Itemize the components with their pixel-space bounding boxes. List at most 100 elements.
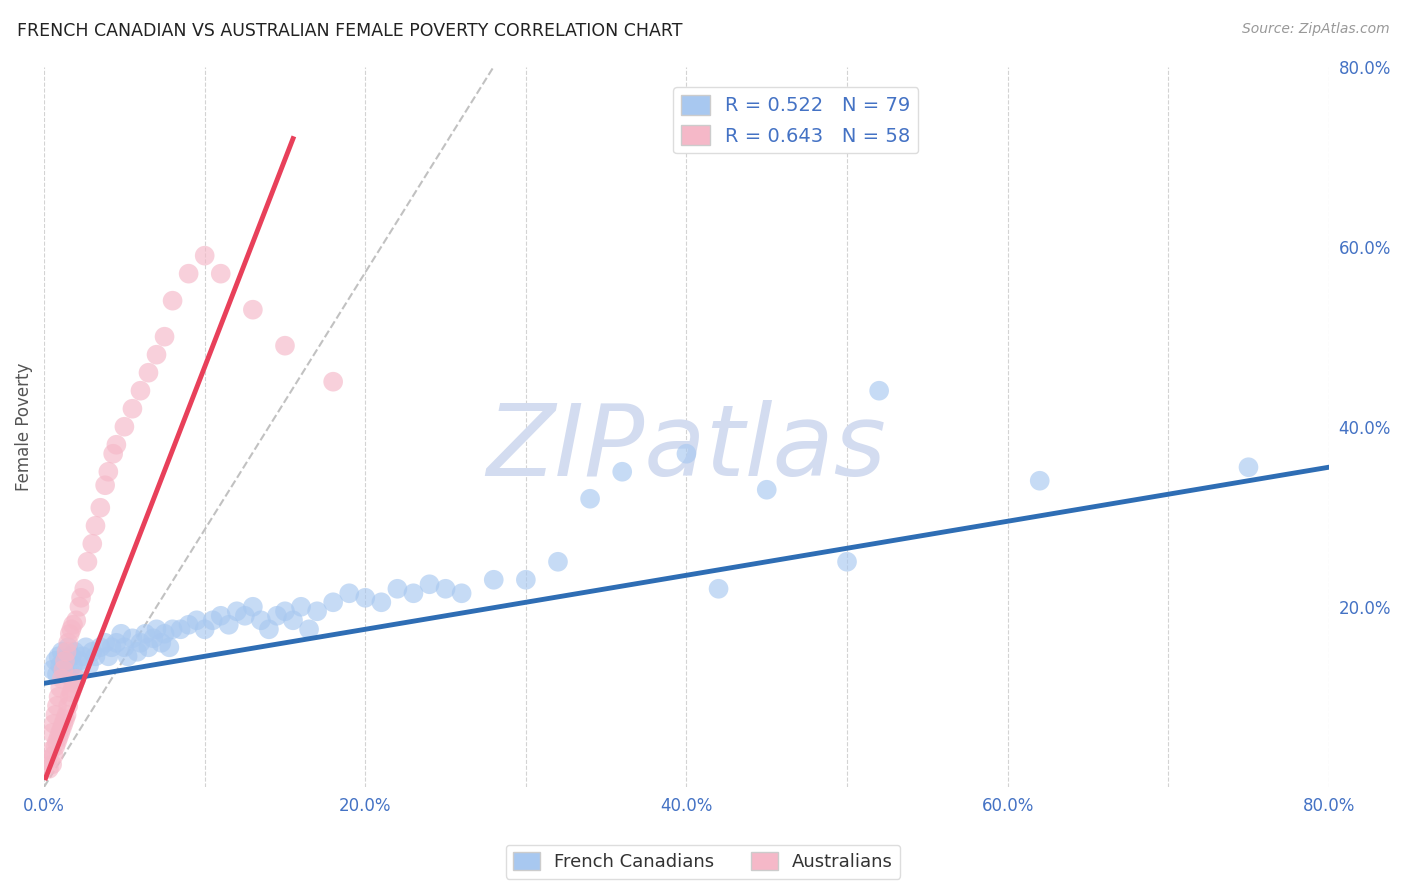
Point (77, 658, 100, 673)
Point (194, 249, 217, 263)
Point (62, 681, 84, 695)
Text: Source: ZipAtlas.com: Source: ZipAtlas.com (1241, 22, 1389, 37)
Point (52, 663, 75, 677)
Point (100, 640, 122, 655)
Point (402, 586, 425, 600)
Point (138, 366, 160, 380)
Point (209, 267, 232, 281)
Point (94, 636, 117, 650)
Point (41, 726, 63, 740)
Point (53, 654, 76, 668)
Point (218, 617, 240, 632)
Point (60, 685, 83, 699)
Point (41, 663, 63, 677)
Point (117, 649, 139, 664)
Point (868, 384, 890, 398)
Point (157, 640, 180, 655)
Point (89, 500, 111, 515)
Point (105, 438, 128, 452)
Point (150, 636, 173, 650)
Point (62, 658, 84, 673)
Point (37, 753, 59, 767)
Point (129, 384, 152, 398)
Point (44, 707, 66, 722)
Point (84, 518, 107, 533)
Point (337, 586, 360, 600)
Point (121, 401, 143, 416)
Point (162, 622, 184, 636)
Point (44, 739, 66, 754)
Point (129, 636, 152, 650)
Point (59, 663, 82, 677)
Point (450, 586, 472, 600)
Point (266, 608, 288, 623)
Point (58, 698, 80, 713)
Point (63, 676, 86, 690)
Point (233, 608, 256, 623)
Point (707, 582, 730, 596)
Point (101, 447, 124, 461)
Point (281, 613, 304, 627)
Point (59, 690, 82, 704)
Point (110, 627, 132, 641)
Point (250, 613, 273, 627)
Point (46, 698, 69, 713)
Point (69, 654, 91, 668)
Point (547, 555, 569, 569)
Point (177, 267, 200, 281)
Point (53, 712, 76, 726)
Point (48, 649, 70, 664)
Point (62, 617, 84, 632)
Point (53, 654, 76, 668)
Point (387, 582, 409, 596)
Point (70, 591, 93, 605)
Point (194, 622, 217, 636)
Point (835, 555, 858, 569)
Point (49, 658, 72, 673)
Point (75, 640, 97, 655)
Point (60, 649, 83, 664)
Text: FRENCH CANADIAN VS AUSTRALIAN FEMALE POVERTY CORRELATION CHART: FRENCH CANADIAN VS AUSTRALIAN FEMALE POV… (17, 22, 682, 40)
Point (55, 667, 77, 681)
Point (307, 604, 329, 618)
Point (97, 465, 120, 479)
Point (73, 582, 96, 596)
Point (370, 595, 392, 609)
Point (612, 465, 634, 479)
Point (121, 632, 143, 646)
Point (322, 375, 344, 389)
Point (755, 483, 778, 497)
Point (112, 640, 135, 655)
Point (48, 731, 70, 745)
Point (1237, 460, 1260, 475)
Point (257, 622, 280, 636)
Point (145, 348, 167, 362)
Point (579, 491, 602, 506)
Point (515, 573, 537, 587)
Point (58, 636, 80, 650)
Point (97, 649, 120, 664)
Point (142, 632, 165, 646)
Point (72, 649, 94, 664)
Point (134, 627, 156, 641)
Point (51, 645, 73, 659)
Y-axis label: Female Poverty: Female Poverty (15, 362, 32, 491)
Point (105, 636, 128, 650)
Point (49, 681, 72, 695)
Point (153, 329, 176, 343)
Point (169, 622, 191, 636)
Point (42, 716, 65, 731)
Point (65, 672, 87, 686)
Point (41, 757, 63, 772)
Point (675, 447, 697, 461)
Point (76, 555, 98, 569)
Point (60, 622, 83, 636)
Point (162, 293, 184, 308)
Point (242, 302, 264, 317)
Point (65, 613, 87, 627)
Point (112, 419, 135, 434)
Point (138, 640, 160, 655)
Point (274, 604, 297, 618)
Point (38, 762, 60, 776)
Point (242, 599, 264, 614)
